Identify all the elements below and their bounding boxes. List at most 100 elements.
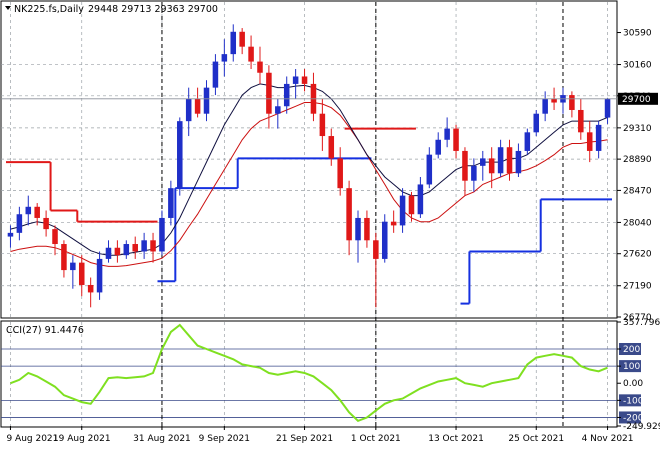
candle-body-bear (551, 98, 557, 103)
candle-body-bull (275, 106, 281, 114)
candle-body-bear (150, 240, 156, 252)
candle-body-bear (132, 244, 138, 252)
candle-body-bear (194, 98, 201, 114)
candle-body-bull (515, 150, 522, 174)
candle-body-bull (141, 240, 147, 252)
candle-body-bull (230, 31, 237, 55)
candle-body-bull (177, 121, 183, 189)
cci-line (10, 323, 608, 423)
candle-body-bull (417, 184, 424, 215)
candle-body-bull (283, 83, 290, 107)
candle-body-bull (480, 158, 486, 166)
date-tick-label: 9 Aug 2021 (6, 434, 58, 444)
candle-body-bear (453, 128, 459, 151)
candle-body-bear (408, 195, 415, 215)
date-tick-label: 25 Oct 2021 (508, 434, 564, 444)
cci-panel-frame (0, 320, 618, 428)
candle-body-bear (257, 61, 263, 73)
price-tick-label: 29310 (623, 124, 652, 134)
price-tick-label: 28470 (623, 186, 652, 196)
candle-body-bull (524, 132, 531, 151)
date-tick-label: 19 Aug 2021 (53, 434, 111, 444)
candle-body-bull (96, 258, 103, 293)
cci-tick-label: 0.00 (623, 379, 643, 389)
candle-body-bull (123, 244, 130, 256)
candle-body-bear (328, 136, 335, 159)
current-price-marker: 29700 (1, 92, 658, 105)
cci-tick-label: -100 (623, 396, 644, 406)
candles (7, 24, 611, 308)
cci-level-box (619, 394, 641, 407)
candle-body-bull (399, 195, 406, 226)
candle-body-bull (542, 98, 548, 114)
cci-series (10, 323, 608, 423)
current-price-box (618, 92, 658, 105)
cci-tick-label: -200 (623, 413, 644, 423)
price-tick-label: 27620 (623, 250, 652, 260)
candle-body-bear (266, 72, 272, 114)
cci-tick-label: 200 (623, 345, 640, 355)
date-tick-label: 1 Oct 2021 (351, 434, 401, 444)
candle-body-bull (16, 214, 23, 233)
candle-body-bull (355, 217, 361, 241)
cci-tick-label: 100 (623, 362, 640, 372)
date-tick-label: 21 Sep 2021 (276, 434, 333, 444)
candle-body-bear (319, 113, 326, 137)
date-tick-label: 9 Sep 2021 (199, 434, 250, 444)
candle-body-bear (43, 217, 49, 230)
candle-body-bull (70, 262, 76, 271)
cci-level-box (619, 343, 641, 356)
candle-body-bear (569, 95, 575, 110)
candle-body-bull (604, 98, 611, 118)
symbol-label: NK225.fs,Daily (14, 4, 84, 15)
candle-body-bear (114, 247, 121, 256)
price-tick-label: 26770 (623, 313, 652, 323)
price-tick-label: 27190 (623, 282, 652, 292)
candle-body-bull (444, 128, 450, 140)
candle-body-bear (390, 221, 397, 226)
candle-body-bull (221, 54, 228, 62)
candle-body-bear (586, 132, 593, 151)
candle-body-bear (78, 262, 85, 285)
stop-levels (6, 127, 612, 305)
candle-body-bull (25, 206, 32, 215)
dropdown-arrow-icon[interactable] (5, 6, 11, 10)
price-tick-label: 30160 (623, 61, 652, 71)
ohlc-values: 29448 29713 29363 29700 (88, 4, 218, 15)
candle-body-bear (364, 217, 370, 241)
candle-body-bear (488, 158, 495, 174)
candle-body-bull (168, 188, 174, 218)
candle-body-bull (497, 147, 504, 174)
date-tick-label: 31 Aug 2021 (133, 434, 191, 444)
cci-level-box (619, 360, 641, 373)
cci-axis-labels: 357.796 200 100 0.00 -100 -200-249.929 (617, 318, 660, 432)
cci-level-box (619, 411, 641, 424)
candle-body-bear (578, 109, 584, 133)
cci-tick-label: -249.929 (623, 422, 660, 432)
candle-body-bear (248, 46, 254, 62)
cci-tick-label: 357.796 (623, 318, 660, 328)
candle-body-bear (61, 244, 67, 271)
candle-body-bear (462, 150, 468, 181)
candle-body-bear (301, 76, 308, 84)
candle-body-bear (34, 206, 40, 218)
price-tick-label: 28890 (623, 155, 652, 165)
candle-body-bull (159, 217, 165, 252)
candle-body-bull (435, 139, 441, 155)
date-tick-label: 13 Oct 2021 (428, 434, 484, 444)
candle-body-bull (203, 87, 210, 114)
slow-moving-average (10, 102, 608, 267)
candle-body-bull (212, 61, 219, 88)
candle-body-bear (239, 31, 245, 47)
candle-body-bear (52, 229, 58, 245)
chart-header: NK225.fs,Daily 29448 29713 29363 29700 (5, 4, 218, 15)
date-tick-label: 4 Nov 2021 (582, 434, 634, 444)
candle-body-bear (346, 188, 352, 241)
candle-body-bull (595, 124, 602, 151)
price-tick-label: 30590 (623, 29, 652, 39)
cci-level-lines (1, 348, 617, 418)
cci-title: CCI(27) 91.4476 (6, 325, 84, 336)
